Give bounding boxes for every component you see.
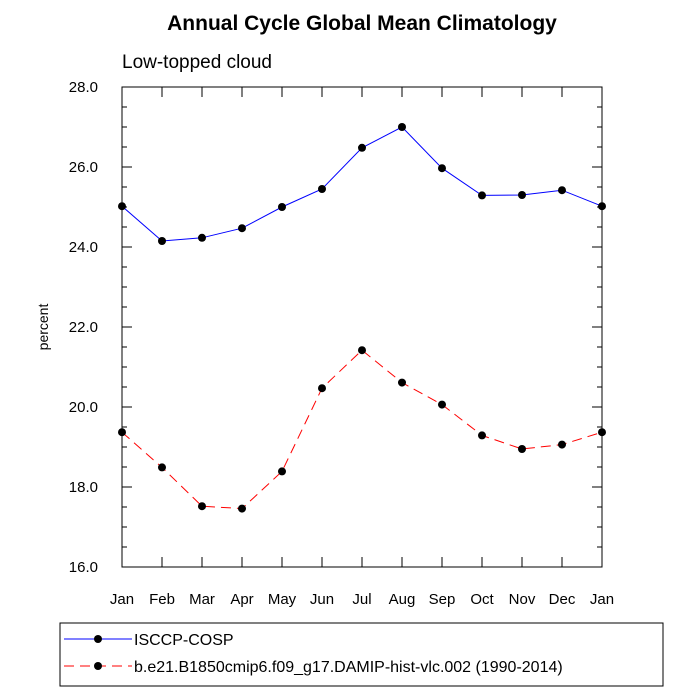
y-tick-label: 26.0	[69, 159, 98, 176]
y-tick-label: 16.0	[69, 559, 98, 576]
series-0-point	[398, 123, 406, 131]
legend-marker-model	[94, 662, 102, 670]
axis-ticks	[121, 86, 603, 568]
x-tick-label: Jul	[352, 591, 371, 608]
x-tick-label: May	[268, 591, 297, 608]
series-0-point	[198, 233, 206, 242]
series-0-point	[278, 203, 286, 211]
series-line-1	[121, 349, 603, 510]
x-tick-label: Jan	[110, 591, 134, 608]
chart-subtitle: Low-topped cloud	[122, 52, 272, 73]
x-tick-label: Jan	[590, 591, 614, 608]
y-axis-label: percent	[35, 304, 51, 351]
series-1-point	[518, 445, 526, 453]
x-tick-label: Dec	[549, 591, 576, 608]
x-tick-label: Nov	[509, 591, 536, 608]
series-1-point	[398, 378, 406, 387]
x-tick-label: Aug	[389, 591, 416, 608]
y-tick-label: 20.0	[69, 399, 98, 416]
y-tick-label: 24.0	[69, 239, 98, 256]
series-0-point	[358, 143, 366, 152]
series-0-point	[518, 191, 526, 199]
series-1-point	[278, 467, 286, 476]
series-0-point	[318, 185, 326, 193]
series-1-point	[438, 400, 446, 409]
y-tick-labels: 16.0 18.0 20.0 22.0 24.0 26.0 28.0	[69, 79, 98, 576]
series-1-point	[158, 463, 166, 472]
series-1-point	[318, 384, 326, 393]
x-tick-label: Mar	[189, 591, 215, 608]
series-0-point	[238, 224, 246, 233]
series-1-point	[238, 504, 246, 513]
plot-frame	[121, 86, 603, 568]
x-tick-label: Oct	[470, 591, 494, 608]
legend-label-isccp: ISCCP-COSP	[134, 632, 234, 649]
legend-label-model: b.e21.B1850cmip6.f09_g17.DAMIP-hist-vlc.…	[134, 659, 563, 676]
chart-title: Annual Cycle Global Mean Climatology	[167, 12, 557, 35]
legend: ISCCP-COSP b.e21.B1850cmip6.f09_g17.DAMI…	[59, 622, 664, 687]
series-0-point	[558, 186, 566, 195]
series-1-point	[358, 346, 366, 355]
x-tick-label: Sep	[429, 591, 456, 608]
x-tick-labels: Jan Feb Mar Apr May Jun Jul Aug Sep Oct Nov Dec Jan	[110, 591, 614, 608]
x-tick-label: Feb	[149, 591, 175, 608]
y-tick-label: 18.0	[69, 479, 98, 496]
legend-box	[59, 622, 664, 687]
x-tick-label: Jun	[310, 591, 334, 608]
series-1-point	[478, 431, 486, 440]
series-0-point	[158, 237, 166, 245]
legend-marker-isccp	[94, 635, 102, 643]
series-0-point	[478, 191, 486, 200]
x-tick-label: Apr	[230, 591, 253, 608]
series-1-point	[198, 502, 206, 511]
y-tick-label: 28.0	[69, 79, 98, 96]
y-tick-label: 22.0	[69, 319, 98, 336]
series-group	[118, 123, 606, 513]
series-1-point	[558, 440, 566, 449]
series-0-point	[438, 164, 446, 173]
